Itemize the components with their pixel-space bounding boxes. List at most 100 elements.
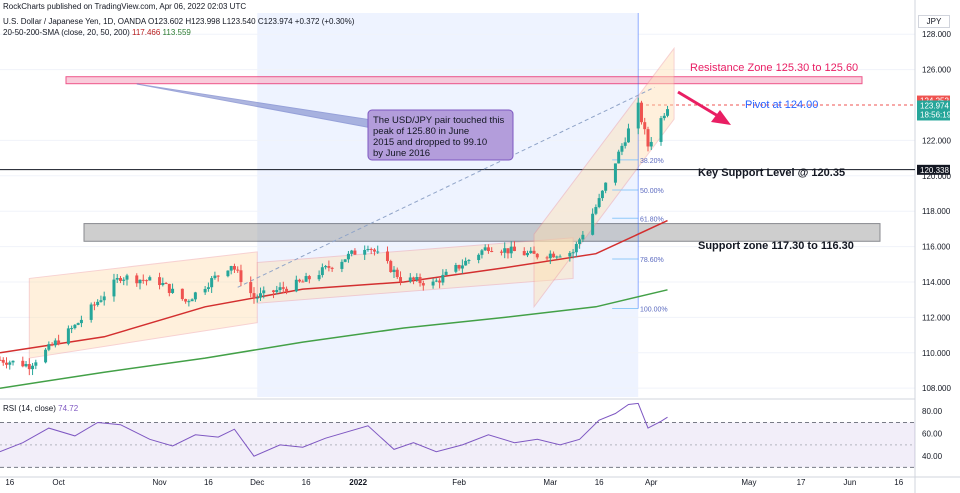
candle (421, 283, 425, 286)
x-tick-label: Feb (452, 478, 466, 487)
candle (285, 288, 289, 292)
candle (1, 359, 5, 363)
candle (659, 118, 663, 142)
sma-label: 20-50-200-SMA (close, 20, 50, 200) (3, 28, 130, 37)
candle (167, 283, 171, 293)
candle (255, 297, 259, 299)
candle (164, 282, 168, 284)
candle (522, 251, 526, 256)
candle (486, 247, 490, 252)
candle (24, 364, 28, 367)
x-tick-label: 2022 (349, 478, 367, 487)
candle (66, 328, 70, 344)
arrow-head (711, 110, 731, 125)
annotation-line: 2015 and dropped to 99.10 (373, 137, 487, 148)
candle (135, 275, 139, 284)
candle (145, 280, 149, 282)
symbol-line: U.S. Dollar / Japanese Yen, 1D, OANDA O1… (3, 17, 354, 26)
rsi-band (0, 422, 915, 468)
candle (171, 288, 175, 293)
candle (343, 259, 347, 262)
candle (662, 115, 666, 119)
x-tick-label: 16 (595, 478, 604, 487)
rsi-tick-label: 80.00 (922, 407, 943, 416)
candle (272, 290, 276, 293)
candle (369, 248, 373, 250)
candle (385, 251, 389, 262)
candle (115, 278, 119, 280)
fib-label: 38.20% (640, 158, 664, 165)
candle (324, 266, 328, 268)
x-tick-label: May (741, 478, 756, 487)
candle (431, 281, 435, 286)
candle (89, 304, 93, 320)
autumn-channel (28, 251, 258, 359)
fib-label: 61.80% (640, 216, 664, 223)
candle (548, 253, 552, 259)
candle (350, 250, 354, 254)
rsi-value: 74.72 (58, 404, 79, 413)
candle (73, 324, 77, 329)
candle (441, 274, 445, 283)
y-tick-label: 108.000 (922, 384, 951, 393)
support-label: Support zone 117.30 to 116.30 (698, 240, 854, 252)
candle (320, 267, 324, 276)
candle (467, 260, 471, 262)
candle (44, 349, 48, 363)
candle (31, 365, 35, 370)
candle (412, 277, 416, 280)
trendline (237, 86, 655, 288)
candle (555, 256, 559, 258)
candle (552, 253, 556, 258)
candle (278, 287, 282, 290)
candle (96, 301, 100, 306)
currency-badge[interactable]: JPY (918, 15, 950, 28)
fib-label: 50.00% (640, 188, 664, 195)
sma50-line (0, 219, 668, 354)
candle (376, 251, 380, 253)
candle (499, 251, 503, 253)
x-tick-label: Mar (543, 478, 557, 487)
candle (526, 253, 530, 256)
support-zone (83, 223, 881, 242)
candle (613, 163, 617, 183)
y-tick-label: 110.000 (922, 349, 951, 358)
candle (444, 271, 448, 275)
candle (480, 250, 484, 255)
candle (301, 281, 305, 283)
candle (529, 250, 533, 254)
candle (464, 260, 468, 266)
x-tick-label: 16 (204, 478, 213, 487)
candle (213, 275, 217, 279)
candle (604, 182, 608, 191)
candle (639, 102, 643, 123)
x-tick-label: Apr (645, 478, 658, 487)
price-label: 120.338 (920, 166, 949, 175)
candle (298, 279, 302, 282)
candle (597, 198, 601, 208)
candle (122, 279, 126, 281)
y-tick-label: 122.000 (922, 136, 951, 145)
x-tick-label: Oct (52, 478, 65, 487)
candle (57, 340, 61, 344)
candle (591, 213, 595, 235)
candle (408, 277, 412, 282)
sma-legend: 20-50-200-SMA (close, 20, 50, 200) 117.4… (3, 28, 191, 37)
candle (581, 234, 585, 240)
candle (460, 265, 464, 269)
y-tick-label: 114.000 (922, 278, 951, 287)
candle (623, 142, 627, 146)
candle (203, 288, 207, 293)
candle (346, 253, 350, 260)
pivot-label: Pivot at 124.00 (745, 99, 818, 111)
fib-label: 100.00% (640, 307, 668, 314)
sma200-line (0, 289, 668, 389)
candle (210, 278, 214, 288)
price-label-countdown: 18:56:19 (920, 110, 952, 119)
candle (76, 323, 80, 325)
x-tick-label: Jun (843, 478, 856, 487)
candle (138, 279, 142, 284)
candle (317, 275, 321, 280)
annotation-line: peak of 125.80 in June (373, 126, 469, 137)
